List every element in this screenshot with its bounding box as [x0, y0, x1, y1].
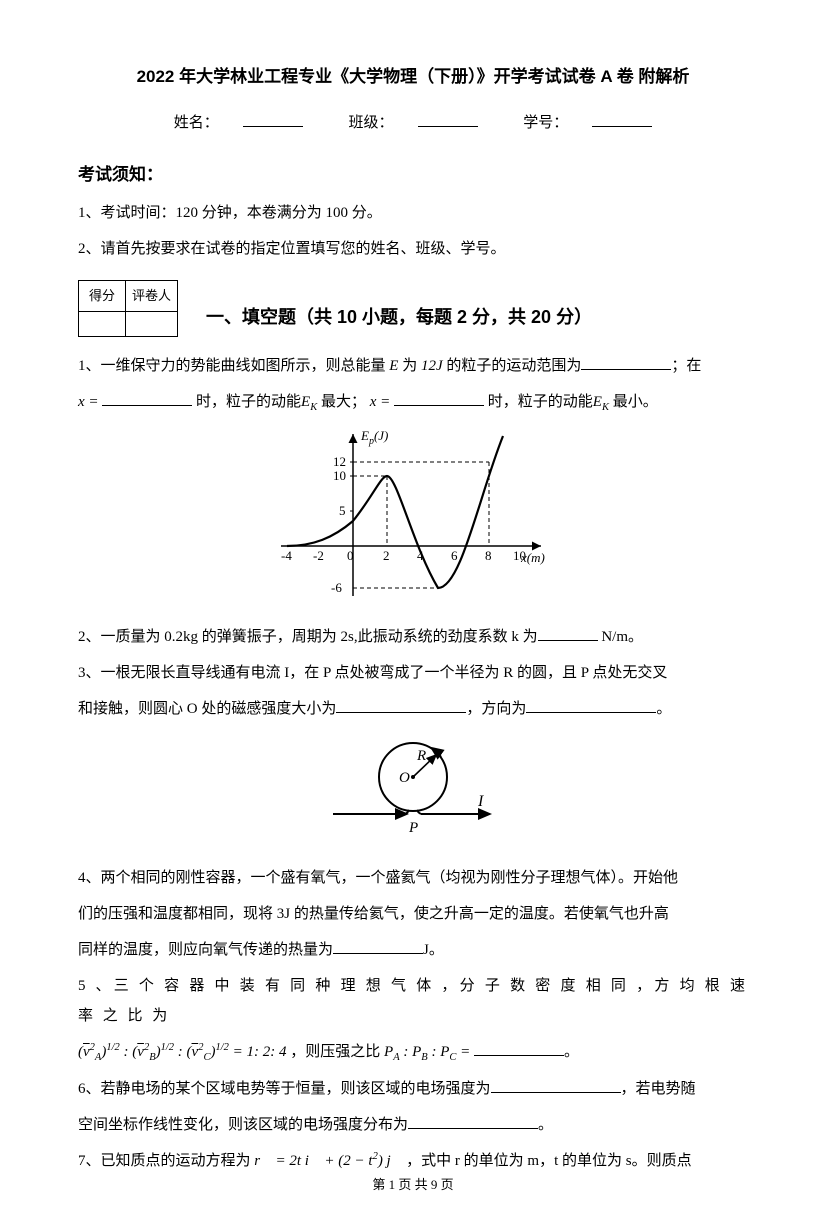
q3-line2b: ，方向为: [466, 701, 526, 717]
q3-blank2[interactable]: [526, 697, 656, 713]
xtick-0: 0: [347, 548, 354, 563]
exam-page: 2022 年大学林业工程专业《大学物理（下册）》开学考试试卷 A 卷 附解析 姓…: [0, 0, 826, 1222]
q2: 2、一质量为 0.2kg 的弹簧振子，周期为 2s,此振动系统的劲度系数 k 为…: [78, 622, 748, 652]
q1-mid3: 时，粒子的动能: [196, 394, 301, 410]
q1-mid5: 时，粒子的动能: [488, 394, 593, 410]
q1-Ek: E: [301, 394, 310, 410]
id-label: 学号：: [523, 115, 568, 131]
q4-line3b: J。: [423, 942, 444, 958]
q1-EkSub: K: [310, 402, 317, 413]
q1-line2: x = 时，粒子的动能EK 最大； x = 时，粒子的动能EK 最小。: [78, 387, 748, 418]
q6-line2a: 空间坐标作线性变化，则该区域的电场强度分布为: [78, 1117, 408, 1133]
ytick-neg6: -6: [331, 580, 342, 595]
q1-mid4: 最大；: [321, 394, 366, 410]
q1-chart: 12 10 5 -6 -4 -2 0 2 4 6 8 10 Ep(J) x(m): [78, 426, 748, 612]
q5-P: PA : PB : PC =: [384, 1044, 474, 1060]
score-cell-empty1[interactable]: [79, 312, 126, 337]
loop-wire-svg: O R I P: [313, 732, 513, 842]
name-label: 姓名：: [174, 115, 219, 131]
q1-mid2: 的粒子的运动范围为: [446, 358, 581, 374]
q1-EkSub2: K: [602, 402, 609, 413]
q6-line1a: 6、若静电场的某个区域电势等于恒量，则该区域的电场强度为: [78, 1081, 491, 1097]
label-I: I: [477, 793, 484, 810]
q2-blank[interactable]: [538, 625, 598, 641]
label-R: R: [416, 748, 426, 764]
q7-prefix: 7、已知质点的运动方程为: [78, 1153, 251, 1169]
id-blank[interactable]: [592, 111, 652, 127]
q6-line1b: ，若电势随: [621, 1081, 696, 1097]
q6-line2: 空间坐标作线性变化，则该区域的电场强度分布为 。: [78, 1110, 748, 1140]
q1-Ek2: E: [593, 394, 602, 410]
section1-row: 得分 评卷人 一、填空题（共 10 小题，每题 2 分，共 20 分）: [78, 270, 748, 341]
notice-line1: 1、考试时间：120 分钟，本卷满分为 100 分。: [78, 198, 748, 228]
q5-mid: ，则压强之比: [290, 1044, 380, 1060]
label-O: O: [399, 770, 410, 786]
q1-12J: 12J: [421, 358, 443, 374]
q5-ratio: (v2A)1/2 : (v2B)1/2 : (v2C)1/2 = 1: 2: 4: [78, 1044, 287, 1060]
page-title: 2022 年大学林业工程专业《大学物理（下册）》开学考试试卷 A 卷 附解析: [78, 60, 748, 94]
q3-line1: 3、一根无限长直导线通有电流 I，在 P 点处被弯成了一个半径为 R 的圆，且 …: [78, 658, 748, 688]
xtick-neg4: -4: [281, 548, 292, 563]
ytick-12: 12: [333, 454, 346, 469]
notice-line2: 2、请首先按要求在试卷的指定位置填写您的姓名、班级、学号。: [78, 234, 748, 264]
score-cell-pingjuan: 评卷人: [126, 281, 178, 312]
class-blank[interactable]: [418, 111, 478, 127]
q1-blank1[interactable]: [581, 354, 671, 370]
q6-line1: 6、若静电场的某个区域电势等于恒量，则该区域的电场强度为 ，若电势随: [78, 1074, 748, 1104]
notice-heading: 考试须知：: [78, 158, 748, 192]
section1-title: 一、填空题（共 10 小题，每题 2 分，共 20 分）: [206, 299, 592, 335]
q6-line2b: 。: [538, 1117, 553, 1133]
xlabel: x(m): [520, 550, 545, 565]
q5-line1: 5 、三 个 容 器 中 装 有 同 种 理 想 气 体 ，分 子 数 密 度 …: [78, 971, 748, 1031]
xtick-8: 8: [485, 548, 492, 563]
q4-line3a: 同样的温度，则应向氧气传递的热量为: [78, 942, 333, 958]
student-meta-row: 姓名： 班级： 学号：: [78, 108, 748, 138]
q3-diagram: O R I P: [78, 732, 748, 853]
q3-line2: 和接触，则圆心 O 处的磁感强度大小为 ，方向为 。: [78, 694, 748, 724]
q1-prefix: 1、一维保守力的势能曲线如图所示，则总能量: [78, 358, 386, 374]
q6-blank1[interactable]: [491, 1077, 621, 1093]
q7-eq: r⃗ = 2t i⃗ + (2 − t2) j⃗: [254, 1153, 406, 1169]
ytick-5: 5: [339, 503, 346, 518]
class-label: 班级：: [348, 115, 393, 131]
xtick-6: 6: [451, 548, 458, 563]
score-table: 得分 评卷人: [78, 280, 178, 337]
q4-line2: 们的压强和温度都相同，现将 3J 的热量传给氦气，使之升高一定的温度。若使氧气也…: [78, 899, 748, 929]
q1-E: E: [389, 358, 398, 374]
xtick-2: 2: [383, 548, 390, 563]
q1-blank2[interactable]: [102, 390, 192, 406]
ytick-10: 10: [333, 468, 346, 483]
potential-curve: [287, 436, 503, 588]
q5-line2: (v2A)1/2 : (v2B)1/2 : (v2C)1/2 = 1: 2: 4…: [78, 1037, 748, 1068]
q2-unit: N/m。: [598, 629, 643, 645]
score-cell-empty2[interactable]: [126, 312, 178, 337]
q1-xeq: x =: [78, 394, 99, 410]
potential-curve-svg: 12 10 5 -6 -4 -2 0 2 4 6 8 10 Ep(J) x(m): [273, 426, 553, 601]
ylabel: Ep(J): [360, 428, 388, 447]
q4-blank[interactable]: [333, 938, 423, 954]
q1-line1: 1、一维保守力的势能曲线如图所示，则总能量 E 为 12J 的粒子的运动范围为 ；…: [78, 351, 748, 381]
q4-line1: 4、两个相同的刚性容器，一个盛有氧气，一个盛氦气（均视为刚性分子理想气体）。开始…: [78, 863, 748, 893]
q1-mid1: 为: [402, 358, 417, 374]
q1-blank3[interactable]: [394, 390, 484, 406]
page-footer: 第 1 页 共 9 页: [0, 1172, 826, 1198]
q5-blank[interactable]: [474, 1040, 564, 1056]
q6-blank2[interactable]: [408, 1113, 538, 1129]
score-cell-defen: 得分: [79, 281, 126, 312]
name-blank[interactable]: [243, 111, 303, 127]
q3-line2a: 和接触，则圆心 O 处的磁感强度大小为: [78, 701, 336, 717]
q3-blank1[interactable]: [336, 697, 466, 713]
center-dot: [411, 775, 415, 779]
label-P: P: [408, 820, 418, 836]
q3-line2c: 。: [656, 701, 671, 717]
q4-line3: 同样的温度，则应向氧气传递的热量为 J。: [78, 935, 748, 965]
q7-mid: ，式中 r 的单位为 m，t 的单位为 s。则质点: [406, 1153, 691, 1169]
xtick-neg2: -2: [313, 548, 324, 563]
q1-xeq2: x =: [370, 394, 391, 410]
q5-tail: 。: [564, 1044, 579, 1060]
q2-text: 2、一质量为 0.2kg 的弹簧振子，周期为 2s,此振动系统的劲度系数 k 为: [78, 629, 538, 645]
q1-tail1: ；在: [671, 358, 701, 374]
q1-mid6: 最小。: [613, 394, 658, 410]
